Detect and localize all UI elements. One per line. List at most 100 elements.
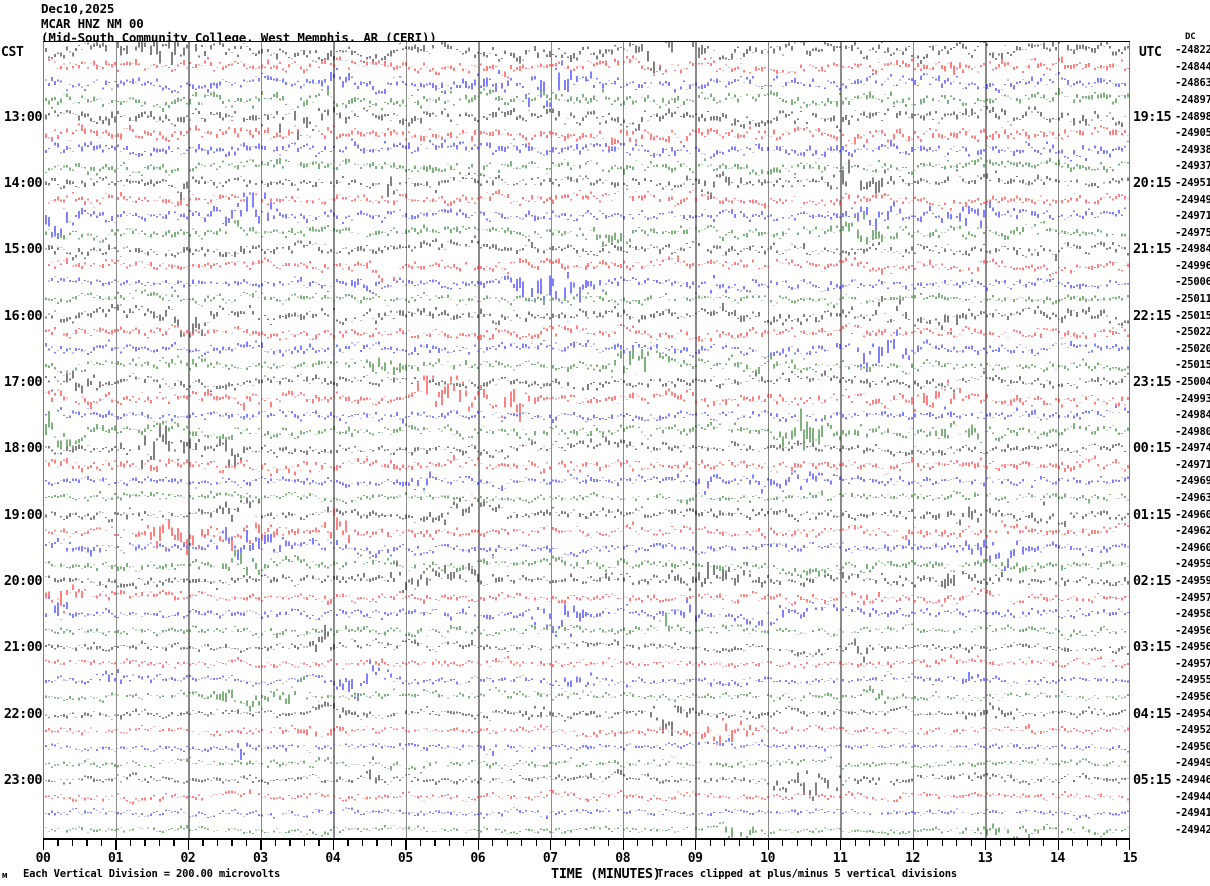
dc-offset-value: -24969 xyxy=(1175,475,1210,488)
x-axis-minor-tick xyxy=(521,839,523,846)
x-axis-minor-tick xyxy=(898,839,900,846)
x-axis-minor-tick xyxy=(492,839,494,846)
dc-offset-value: -24952 xyxy=(1175,724,1210,737)
x-axis-major-tick xyxy=(332,839,335,850)
dc-offset-value: -24844 xyxy=(1175,60,1210,73)
dc-offset-value: -24942 xyxy=(1175,823,1210,836)
dc-offset-value: -24898 xyxy=(1175,110,1210,123)
header-station: MCAR HNZ NM 00 xyxy=(41,15,144,31)
seismic-trace xyxy=(44,574,1129,621)
dc-offset-value: -24937 xyxy=(1175,160,1210,173)
header-block: Dec10,2025 MCAR HNZ NM 00 (Mid-South Com… xyxy=(41,1,437,46)
seismic-trace xyxy=(44,789,1129,836)
dc-offset-value: -24863 xyxy=(1175,77,1210,90)
x-axis-minor-tick xyxy=(274,839,277,846)
dc-offset-value: -24974 xyxy=(1175,442,1210,455)
cst-time-label: 13:00 xyxy=(3,108,43,125)
utc-time-label: 04:15 xyxy=(1133,705,1172,722)
dc-offset-value: -24984 xyxy=(1175,243,1210,256)
dc-offset-value: -24996 xyxy=(1175,259,1210,272)
dc-offset-value: -24949 xyxy=(1175,757,1210,770)
x-axis-tick-label: 12 xyxy=(905,851,921,866)
x-axis-minor-tick xyxy=(811,839,813,846)
x-axis-minor-tick xyxy=(231,839,233,846)
x-axis-major-tick xyxy=(405,839,407,850)
x-axis-minor-tick xyxy=(434,839,436,846)
dc-offset-value: -24905 xyxy=(1175,127,1210,140)
x-axis-minor-tick xyxy=(57,839,59,846)
x-axis-minor-tick xyxy=(970,839,972,846)
right-timezone-label: UTC xyxy=(1139,45,1162,60)
dc-offset-value: -25020 xyxy=(1175,342,1210,355)
cst-time-label: 21:00 xyxy=(3,639,43,656)
x-axis-major-tick xyxy=(550,839,552,850)
seismic-trace xyxy=(44,624,1129,671)
x-axis-tick-label: 07 xyxy=(542,851,558,866)
seismic-trace xyxy=(44,640,1129,687)
grid-line-minute-2 xyxy=(188,42,190,838)
seismic-trace xyxy=(44,93,1129,140)
x-axis-minor-tick xyxy=(825,839,827,846)
seismic-trace xyxy=(44,541,1129,588)
dc-offset-value: -24975 xyxy=(1175,226,1210,239)
seismogram-plot-area xyxy=(43,42,1130,838)
plot-top-border xyxy=(43,41,1130,42)
x-axis-minor-tick xyxy=(999,839,1001,846)
x-axis-minor-tick xyxy=(303,839,306,846)
seismic-trace xyxy=(44,60,1129,107)
dc-offset-value: -24971 xyxy=(1175,210,1210,223)
seismic-trace xyxy=(44,259,1129,306)
x-axis-minor-tick xyxy=(448,839,450,846)
x-axis-minor-tick xyxy=(796,839,798,846)
seismic-trace xyxy=(44,126,1129,173)
x-axis-minor-tick xyxy=(318,839,320,846)
plot-bottom-border xyxy=(43,838,1130,840)
seismic-trace xyxy=(44,756,1129,803)
x-axis-minor-tick xyxy=(347,839,349,846)
utc-time-label: 00:15 xyxy=(1133,440,1172,457)
cst-time-label: 16:00 xyxy=(3,307,43,324)
seismic-trace xyxy=(44,590,1129,638)
x-axis-minor-tick xyxy=(593,839,595,846)
seismic-trace xyxy=(44,342,1129,389)
x-axis-minor-tick xyxy=(376,839,378,846)
cst-time-label: 20:00 xyxy=(3,572,43,589)
x-axis-minor-tick xyxy=(709,839,711,846)
left-timezone-label: CST xyxy=(1,45,24,60)
x-axis-minor-tick xyxy=(361,839,364,846)
x-axis-minor-tick xyxy=(173,839,175,846)
x-axis-minor-tick xyxy=(941,839,943,846)
dc-offset-value: -24959 xyxy=(1175,574,1210,587)
footer-corner-mark: м xyxy=(2,871,8,881)
dc-offset-value: -24957 xyxy=(1175,591,1210,604)
x-axis-minor-tick xyxy=(144,839,146,846)
dc-offset-value: -24938 xyxy=(1175,143,1210,156)
dc-offset-value: -24941 xyxy=(1175,807,1210,820)
x-axis-major-tick xyxy=(912,839,914,850)
x-axis-tick-label: 08 xyxy=(615,851,631,866)
x-axis-major-tick xyxy=(1128,839,1130,850)
seismic-trace xyxy=(44,242,1129,289)
dc-offset-value: -24950 xyxy=(1175,740,1210,753)
x-axis-minor-tick xyxy=(564,839,566,846)
utc-time-label: 03:15 xyxy=(1133,639,1172,656)
x-axis-minor-tick xyxy=(463,839,465,846)
dc-offset-value: -24956 xyxy=(1175,691,1210,704)
x-axis-major-tick xyxy=(1057,839,1059,850)
x-axis-minor-tick xyxy=(1101,839,1103,846)
utc-time-label: 02:15 xyxy=(1133,572,1172,589)
seismic-trace xyxy=(44,292,1129,339)
dc-offset-value: -25015 xyxy=(1175,309,1210,322)
seismic-trace xyxy=(44,309,1129,356)
x-axis-tick-label: 02 xyxy=(180,851,196,866)
x-axis-minor-tick xyxy=(854,839,856,846)
x-axis-minor-tick xyxy=(753,839,755,846)
x-axis-minor-tick xyxy=(651,839,653,846)
x-axis-minor-tick xyxy=(1086,839,1088,846)
x-axis-major-tick xyxy=(622,839,624,850)
grid-line-minute-11 xyxy=(840,42,842,838)
x-axis-major-tick xyxy=(840,839,842,850)
grid-line-minute-7 xyxy=(550,42,553,838)
x-axis-minor-tick xyxy=(216,839,219,846)
grid-line-minute-9 xyxy=(695,42,697,838)
